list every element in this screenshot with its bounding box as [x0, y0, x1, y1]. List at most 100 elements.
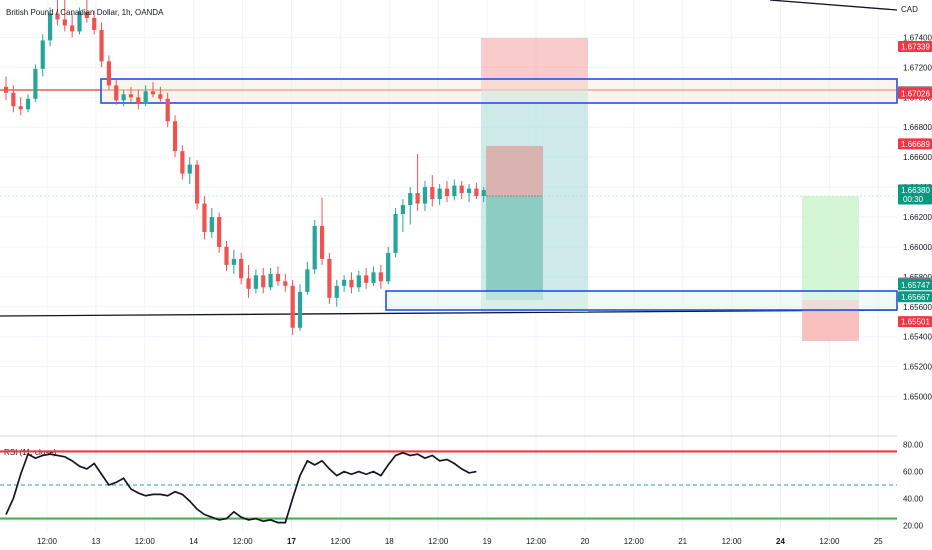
price-badge-bg [898, 41, 932, 53]
candle-body [444, 188, 450, 197]
candle-body [408, 193, 413, 206]
rsi-tick-label: 20.00 [903, 521, 924, 530]
candle-body [40, 40, 45, 69]
candle [84, 0, 89, 23]
candle-body [143, 91, 148, 104]
candle-body [172, 121, 178, 152]
candle [224, 240, 229, 271]
time-tick-label: 21 [678, 537, 687, 546]
candle-body [297, 291, 303, 328]
price-badge-label: 1.65667 [901, 293, 930, 302]
candle-body [209, 217, 214, 232]
price-tick-label: 1.67400 [903, 33, 932, 42]
symbol-title: British Pound / Canadian Dollar, 1h, OAN… [6, 8, 164, 17]
time-tick-label: 25 [874, 537, 883, 546]
candle-body [158, 94, 163, 99]
time-tick-label: 12:00 [233, 537, 254, 546]
candle [452, 179, 457, 201]
candle [297, 284, 303, 331]
candle-body [121, 94, 126, 101]
candle [430, 175, 435, 207]
candle-body [195, 164, 200, 204]
time-tick-label: 12:00 [37, 537, 58, 546]
time-tick-label: 13 [91, 537, 100, 546]
candle-body [290, 285, 295, 328]
candle [128, 86, 134, 102]
candle-body [92, 17, 97, 30]
price-badge-label: 1.67339 [901, 43, 930, 52]
candle [55, 0, 60, 26]
candle-body [224, 246, 229, 265]
candle-body [356, 275, 361, 288]
short-position-tool[interactable] [486, 146, 543, 300]
candle [364, 267, 369, 289]
currency-label: CAD [901, 5, 918, 14]
candle [70, 13, 75, 38]
candle-body [150, 91, 156, 95]
price-badge: 1.65501 [898, 316, 932, 328]
time-axis[interactable]: 12:00 13 12:00 14 12:00 17 12:00 18 12:00 19 12:00… [37, 537, 883, 546]
candle-body [459, 185, 464, 194]
time-tick-label: 12:00 [526, 537, 547, 546]
candle-body [349, 279, 354, 288]
candle [231, 249, 236, 274]
candle-body [275, 273, 281, 282]
candle [209, 208, 214, 238]
price-badge: 1.67026 [898, 87, 932, 99]
candle-body [342, 279, 347, 286]
time-tick-label: 12:00 [819, 537, 840, 546]
candle-body [128, 94, 134, 98]
candle [246, 264, 251, 298]
resistance-trendline[interactable] [769, 0, 898, 11]
time-tick-label: 12:00 [135, 537, 156, 546]
candle [415, 154, 420, 212]
support-trendline[interactable] [0, 309, 898, 317]
rsi-pane[interactable]: RSI (11, close) [0, 448, 897, 524]
price-badge: 1.65747 [898, 279, 932, 291]
candle-body [114, 85, 119, 101]
candle-body [268, 273, 273, 288]
price-axis[interactable]: 1.674001.672001.670001.668001.666001.664… [898, 33, 932, 530]
candle [187, 157, 192, 185]
candle [158, 86, 163, 102]
candle [319, 197, 325, 265]
candle [253, 269, 258, 294]
price-badge: 1.65667 [898, 291, 932, 303]
candle [150, 82, 156, 98]
candle [62, 0, 67, 32]
candle [11, 85, 16, 113]
candle [165, 92, 170, 128]
candle-body [334, 285, 339, 298]
candle [422, 181, 428, 212]
candle-body [466, 188, 472, 194]
candle-body [422, 187, 428, 204]
short-target-zone [486, 196, 543, 300]
candle-body [327, 258, 332, 298]
candle-body [474, 188, 479, 197]
time-tick-label: 19 [483, 537, 492, 546]
candle-body [11, 92, 16, 107]
price-badge-bg [898, 87, 932, 99]
price-badge-label: 1.65501 [901, 318, 930, 327]
time-tick-label: 18 [385, 537, 394, 546]
demand-zone-box[interactable] [385, 290, 898, 311]
price-badge-bg [898, 184, 932, 205]
candle [474, 182, 479, 200]
supply-zone-box[interactable] [100, 78, 898, 104]
time-tick-label: 20 [580, 537, 589, 546]
future-position-tool[interactable] [802, 196, 859, 341]
candle-body [393, 214, 398, 253]
candle-body [312, 225, 317, 270]
candle-body [400, 205, 405, 215]
price-badge-label: 1.66380 [901, 186, 930, 195]
candle [481, 187, 486, 203]
candle-body [136, 97, 141, 104]
future-target-zone [802, 196, 859, 300]
candle-body [371, 272, 376, 283]
candle-body [187, 164, 192, 174]
price-tick-label: 1.65400 [903, 333, 932, 342]
candle-body [18, 106, 23, 110]
price-badge-countdown: 00:30 [903, 195, 924, 204]
